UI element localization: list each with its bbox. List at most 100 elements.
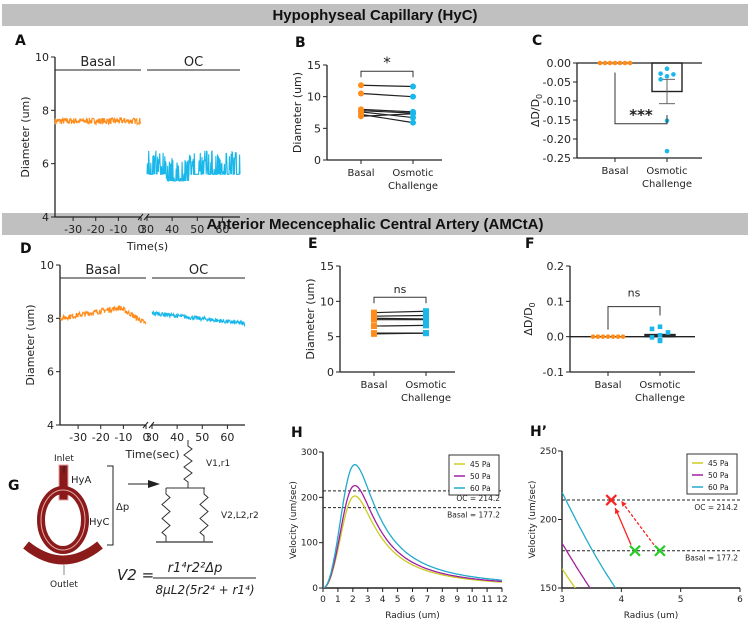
panel-label: B xyxy=(295,35,306,51)
x-tick-label: 4 xyxy=(380,595,386,605)
oc-point xyxy=(664,148,670,154)
x-tick-label: 2 xyxy=(350,595,356,605)
x-tick-label: Basal xyxy=(347,168,374,179)
diagram-g: Inlet Outlet HyA HyC Δp V1,r1 V2,L2,r2 V2 = r1⁴r… xyxy=(23,440,259,597)
oc-point xyxy=(410,110,416,117)
basal-point xyxy=(607,60,613,66)
x-tick-label: Challenge xyxy=(642,179,692,190)
y-tick-label: 0 xyxy=(312,584,318,594)
basal-point xyxy=(617,60,623,66)
panel-label: A xyxy=(15,33,26,49)
marker-x xyxy=(605,494,618,506)
oc-label: OC xyxy=(189,263,208,278)
oc-point xyxy=(649,326,655,332)
legend-label: 60 Pa xyxy=(470,484,491,493)
chart-E: 0 5 10 15 Basal Osmotic Challenge Diameter (um)… xyxy=(304,260,455,404)
y-tick-label: 4 xyxy=(42,211,49,224)
resistor-r2 xyxy=(199,488,209,542)
significance-bracket xyxy=(360,70,414,78)
pair-line xyxy=(360,84,414,88)
x-tick-label: -10 xyxy=(109,223,127,236)
panel-label: F xyxy=(525,236,535,252)
significance-bracket xyxy=(373,296,427,304)
pair-line xyxy=(373,317,427,320)
basal-trace xyxy=(54,116,142,126)
x-tick-label: Challenge xyxy=(635,393,685,404)
x-tick-label: Osmotic xyxy=(646,166,687,177)
series-60-pa xyxy=(562,492,617,588)
pair-line xyxy=(360,108,414,113)
panel-label: H’ xyxy=(530,424,547,440)
basal-point xyxy=(371,316,377,323)
x-tick-label: 30 xyxy=(140,223,154,236)
oc-point xyxy=(665,330,671,335)
r2-label: V2,L2,r2 xyxy=(221,511,259,521)
basal-label: Basal xyxy=(80,55,115,70)
y-tick-label: 0 xyxy=(327,366,334,379)
x-tick-label: -30 xyxy=(69,431,87,444)
significance-label: ns xyxy=(394,283,407,296)
significance-bracket xyxy=(607,306,661,330)
y-tick-label: -0.25 xyxy=(543,152,571,165)
outlet-arc xyxy=(23,541,103,565)
series-50-pa xyxy=(323,484,502,588)
y-tick-label: 6 xyxy=(47,366,54,379)
oc-point xyxy=(664,66,670,71)
y-axis-label: Diameter (um) xyxy=(291,72,304,153)
arrow-line xyxy=(614,507,632,545)
chart-D: 4 6 8 10 -30 -20 -10 030 40 50 60 Time(sec) Diameter… xyxy=(24,259,246,461)
y-axis-label: Velocity (um/sec) xyxy=(528,481,538,559)
x-tick-label: 40 xyxy=(170,431,184,444)
r1-label: V1,r1 xyxy=(206,459,230,469)
basal-point xyxy=(610,334,616,339)
oc-point xyxy=(410,93,416,100)
oc-point xyxy=(649,335,655,340)
y-tick-label: 8 xyxy=(47,312,54,325)
x-tick-label: Challenge xyxy=(401,393,451,404)
hyc-label: HyC xyxy=(89,517,109,528)
x-tick-label: 50 xyxy=(195,431,209,444)
basal-point xyxy=(595,334,601,339)
y-tick-label: 0.0 xyxy=(547,331,565,344)
x-tick-label: 9 xyxy=(454,595,460,605)
dp-bracket xyxy=(107,465,114,546)
legend-label: 45 Pa xyxy=(708,459,729,468)
y-tick-label: 5 xyxy=(327,331,334,344)
x-tick-label: 8 xyxy=(439,595,445,605)
significance-bracket xyxy=(614,72,668,125)
x-axis-label: Radius (um) xyxy=(385,611,440,621)
pair-line xyxy=(373,332,427,335)
dp-label: Δp xyxy=(116,502,129,513)
oc-trace xyxy=(146,150,241,182)
y-tick-label: 8 xyxy=(42,104,49,117)
x-tick-label: 50 xyxy=(190,223,204,236)
pair-line xyxy=(360,113,414,117)
oc-point xyxy=(657,332,663,338)
reference-label: Basal = 177.2 xyxy=(447,511,500,520)
x-tick-label: 3 xyxy=(365,595,371,605)
oc-point xyxy=(671,72,676,77)
x-tick-label: 0 xyxy=(320,595,326,605)
reference-label: Basal = 177.2 xyxy=(685,554,738,563)
oc-point xyxy=(423,312,429,319)
x-tick-label: 1 xyxy=(335,595,341,605)
hya-label: HyA xyxy=(71,475,91,486)
x-tick-label: 60 xyxy=(220,431,234,444)
x-tick-label: 3 xyxy=(559,595,565,605)
x-tick-label: -20 xyxy=(92,431,110,444)
chart-C: 0.00 -0.05 -0.10 -0.15 -0.20 -0.25 Basal Osmoti… xyxy=(529,57,702,190)
y-axis-label: Diameter (um) xyxy=(19,96,32,177)
oc-trace xyxy=(151,309,246,327)
basal-point xyxy=(602,60,608,66)
basal-point xyxy=(605,334,611,339)
x-tick-label: Basal xyxy=(594,380,621,391)
oc-point xyxy=(410,83,416,90)
legend-label: 50 Pa xyxy=(470,472,491,481)
hya-vessel xyxy=(58,464,69,501)
x-tick-label: 30 xyxy=(145,431,159,444)
x-tick-label: 5 xyxy=(678,595,684,605)
y-axis-label: Diameter (um) xyxy=(24,304,37,385)
section-title: Hypophyseal Capillary (HyC) xyxy=(272,6,478,24)
subscript: 0 xyxy=(528,302,537,307)
